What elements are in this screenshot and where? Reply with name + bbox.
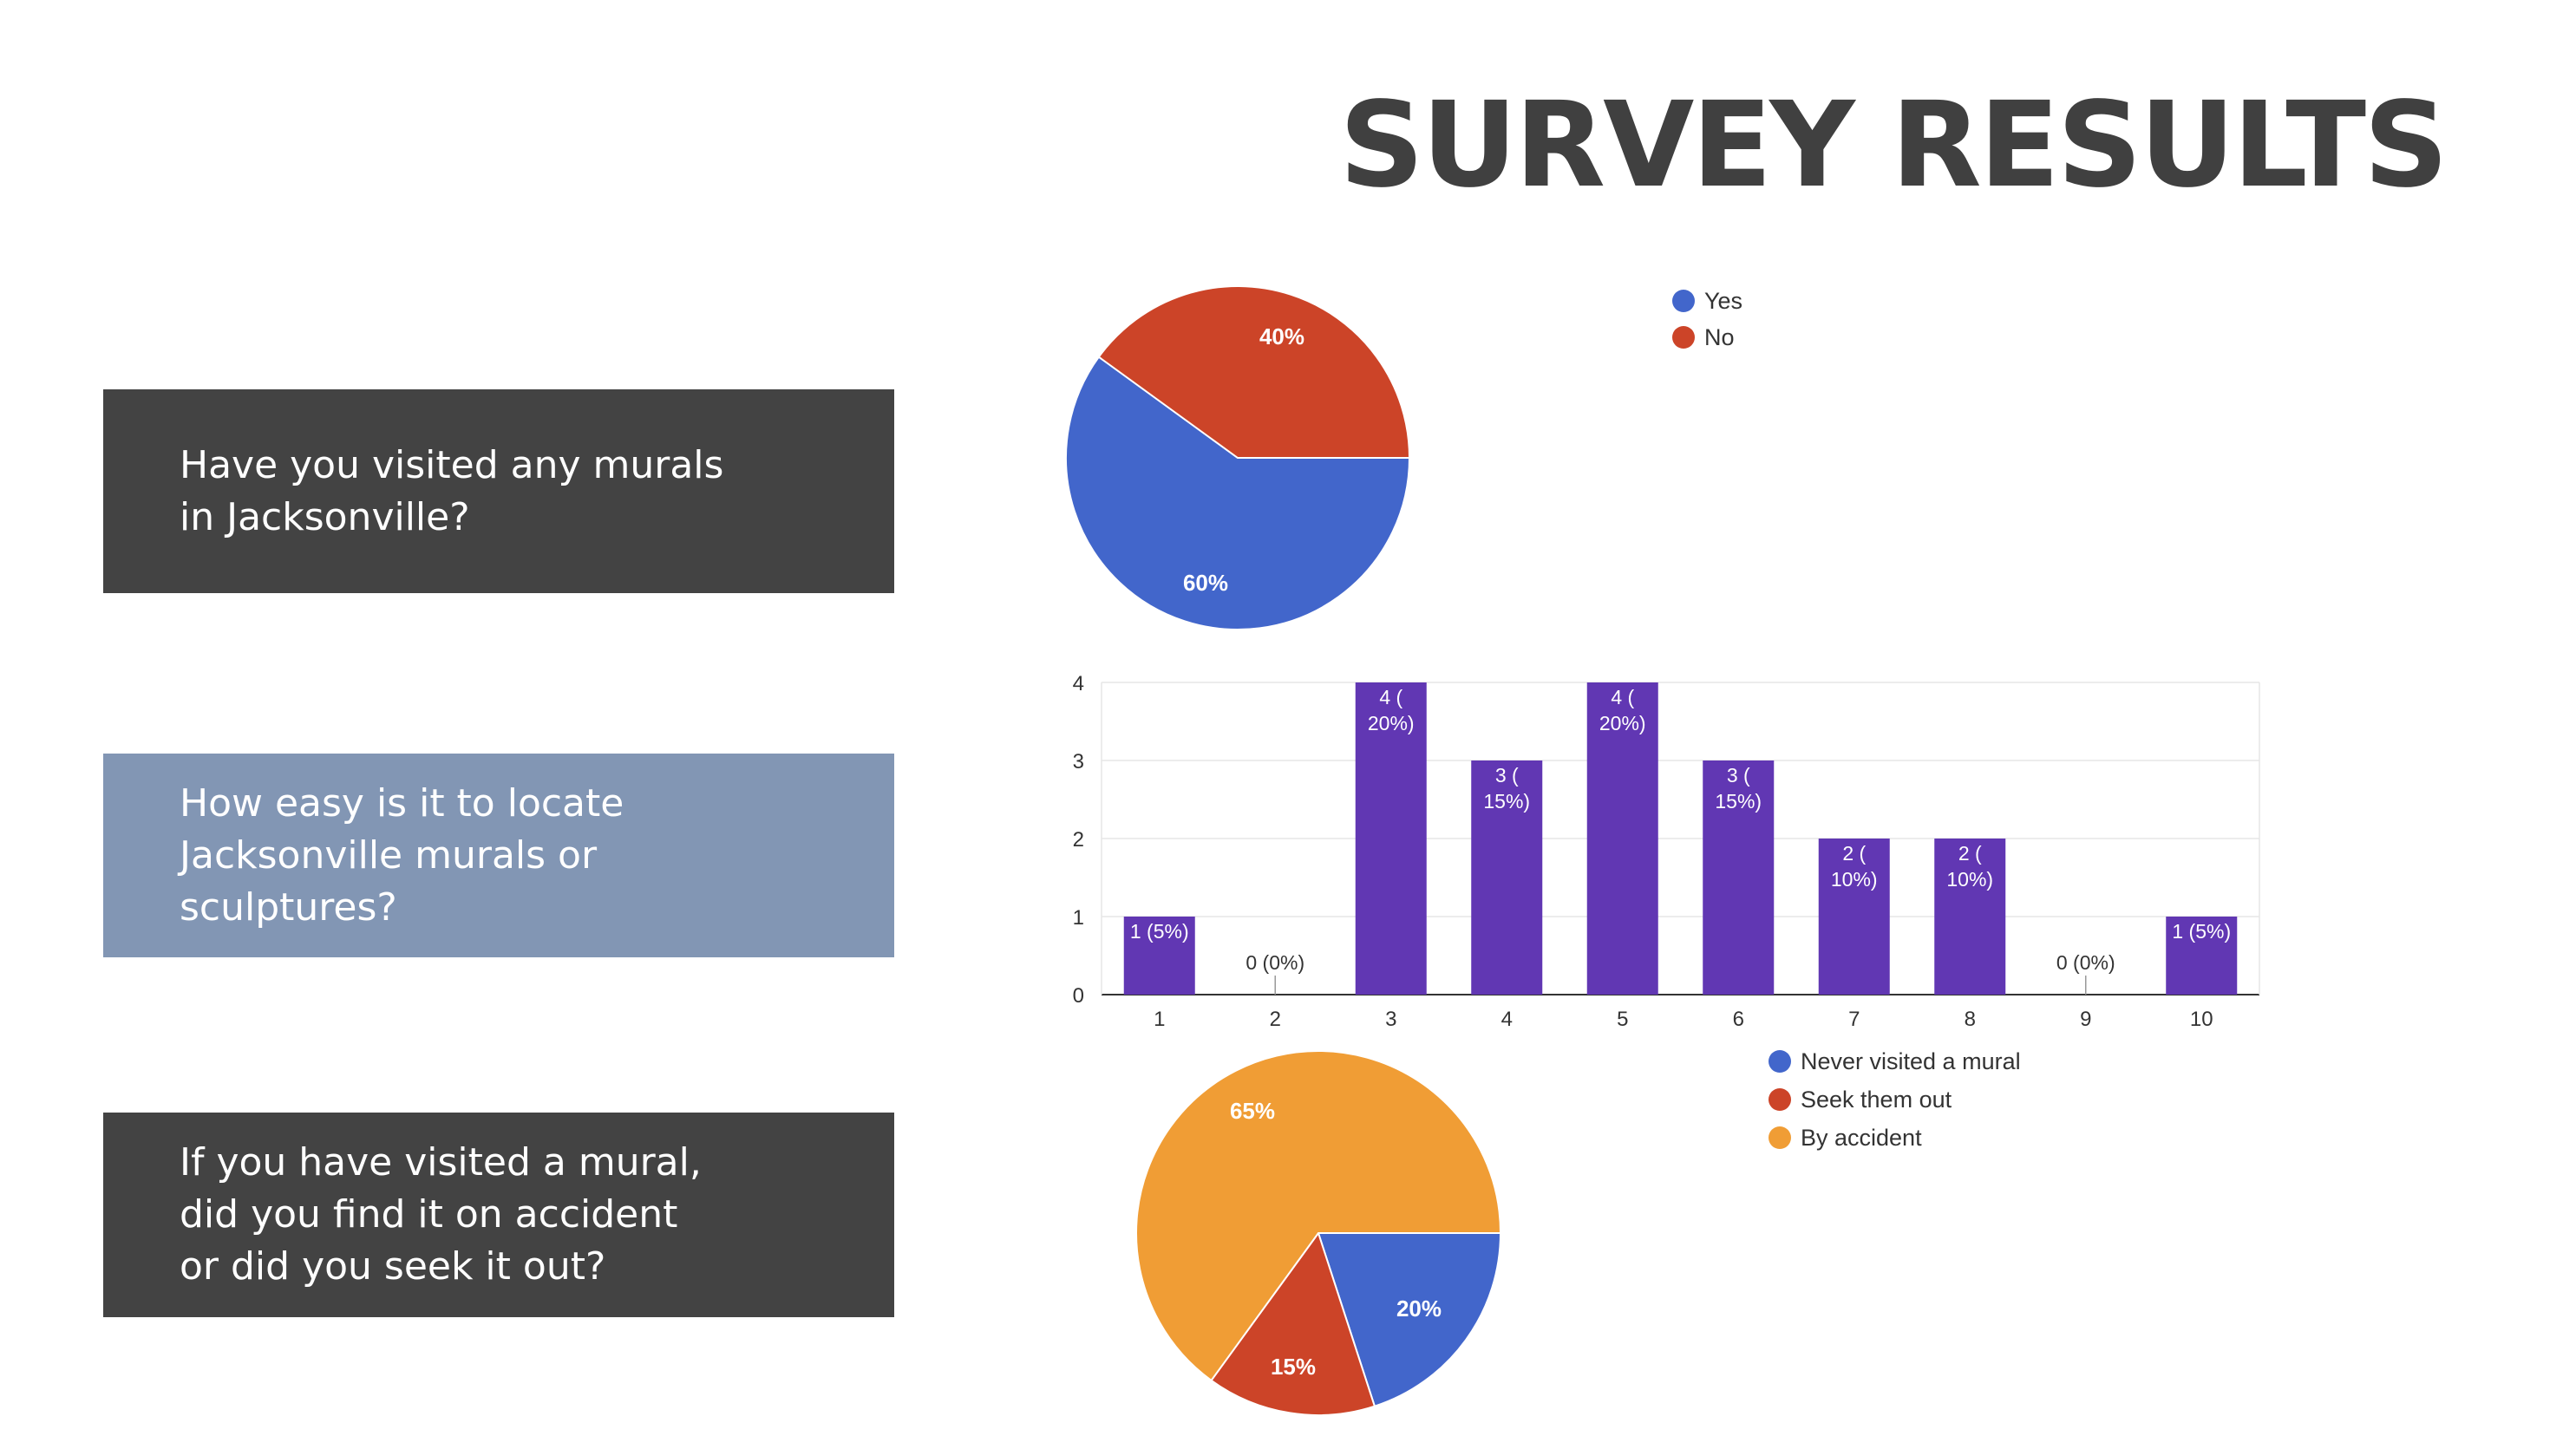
bar-data-label: 20%) — [1599, 712, 1646, 734]
bar — [1934, 839, 2006, 995]
pie-slice — [1317, 1232, 1502, 1407]
question-line: Have you visited any murals — [180, 442, 724, 487]
bar-chart-locate: 0 1 2 3 4 1 (5%) 1 0 (0%) 2 4 ( 20%) 3 3 ( 15%) 4 4 ( 20… — [1073, 672, 2260, 1031]
pie-slice-label: 15% — [1271, 1354, 1316, 1380]
bar-data-label: 3 ( — [1495, 764, 1519, 787]
x-tick-label: 8 — [1965, 1008, 1976, 1031]
pie-chart-accident: 20% 15% 65% Never visited a mural Seek them … — [1135, 1048, 2021, 1416]
question-text: If you have visited a mural, did you fin… — [180, 1137, 702, 1293]
legend-marker — [1672, 290, 1695, 312]
x-tick-label: 2 — [1270, 1008, 1281, 1031]
bar — [2166, 917, 2238, 995]
bar-data-label: 20%) — [1368, 712, 1415, 734]
bar-data-label: 4 ( — [1611, 686, 1634, 708]
page-title: SURVEY RESULTS — [1339, 77, 2449, 214]
x-tick-label: 6 — [1733, 1008, 1744, 1031]
question-line: or did you seek it out? — [180, 1244, 606, 1289]
bar — [1471, 760, 1543, 995]
y-tick-label: 2 — [1073, 828, 1084, 852]
bar-data-label: 15%) — [1483, 790, 1530, 813]
question-line: in Jacksonville? — [180, 494, 470, 539]
question-line: did you find it on accident — [180, 1192, 678, 1237]
legend-label: Seek them out — [1801, 1087, 1952, 1113]
bar-data-label: 10%) — [1946, 868, 1993, 891]
question-line: sculptures? — [180, 884, 397, 930]
legend-label: Yes — [1704, 288, 1742, 314]
pie-slice-label: 40% — [1259, 323, 1304, 349]
pie-slice — [1135, 1050, 1502, 1382]
bar — [1703, 760, 1775, 995]
question-box-accident: If you have visited a mural, did you fin… — [103, 1113, 894, 1317]
bar-data-label: 10%) — [1831, 868, 1878, 891]
pie-slice — [1065, 356, 1411, 630]
bar — [1355, 682, 1427, 995]
x-tick-label: 1 — [1154, 1008, 1165, 1031]
bar-data-label: 0 (0%) — [1246, 951, 1304, 974]
question-box-visited: Have you visited any murals in Jacksonvi… — [103, 389, 894, 593]
question-text: Have you visited any murals in Jacksonvi… — [180, 440, 723, 544]
legend-label: No — [1704, 324, 1735, 350]
y-tick-label: 1 — [1073, 906, 1084, 930]
bar-data-label: 1 (5%) — [1130, 920, 1189, 943]
question-line: How easy is it to locate — [180, 780, 624, 826]
question-line: If you have visited a mural, — [180, 1140, 702, 1185]
pie-slice-label: 65% — [1230, 1098, 1275, 1124]
bar-data-label: 2 ( — [1842, 842, 1866, 865]
legend-marker — [1672, 326, 1695, 349]
x-tick-label: 7 — [1848, 1008, 1860, 1031]
bar — [1586, 682, 1658, 995]
bar-data-label: 4 ( — [1379, 686, 1402, 708]
pie-chart-visited: 60% 40% Yes No — [1065, 284, 1742, 630]
y-tick-label: 3 — [1073, 750, 1084, 773]
question-line: Jacksonville murals or — [180, 832, 598, 878]
bar-data-label: 1 (5%) — [2172, 920, 2231, 943]
question-text: How easy is it to locate Jacksonville mu… — [180, 778, 624, 934]
pie-slice-label: 60% — [1183, 570, 1228, 596]
legend-marker — [1769, 1050, 1791, 1073]
x-tick-label: 5 — [1617, 1008, 1628, 1031]
pie-slice — [1210, 1230, 1376, 1416]
question-box-locate: How easy is it to locate Jacksonville mu… — [103, 754, 894, 957]
legend-marker — [1769, 1126, 1791, 1149]
legend-label: By accident — [1801, 1125, 1922, 1151]
x-tick-label: 3 — [1385, 1008, 1396, 1031]
x-tick-label: 4 — [1501, 1008, 1513, 1031]
bar-data-label: 3 ( — [1727, 764, 1750, 787]
legend-label: Never visited a mural — [1801, 1048, 2021, 1074]
bar-data-label: 15%) — [1715, 790, 1762, 813]
x-tick-label: 10 — [2190, 1008, 2213, 1031]
pie-slice — [1097, 284, 1411, 459]
bar — [1123, 917, 1195, 995]
bar-data-label: 0 (0%) — [2056, 951, 2115, 974]
bar-data-label: 2 ( — [1958, 842, 1982, 865]
pie-slice-label: 20% — [1396, 1296, 1442, 1322]
y-tick-label: 4 — [1073, 672, 1084, 695]
legend-marker — [1769, 1088, 1791, 1111]
x-tick-label: 9 — [2080, 1008, 2091, 1031]
bar — [1818, 839, 1890, 995]
y-tick-label: 0 — [1073, 984, 1084, 1008]
